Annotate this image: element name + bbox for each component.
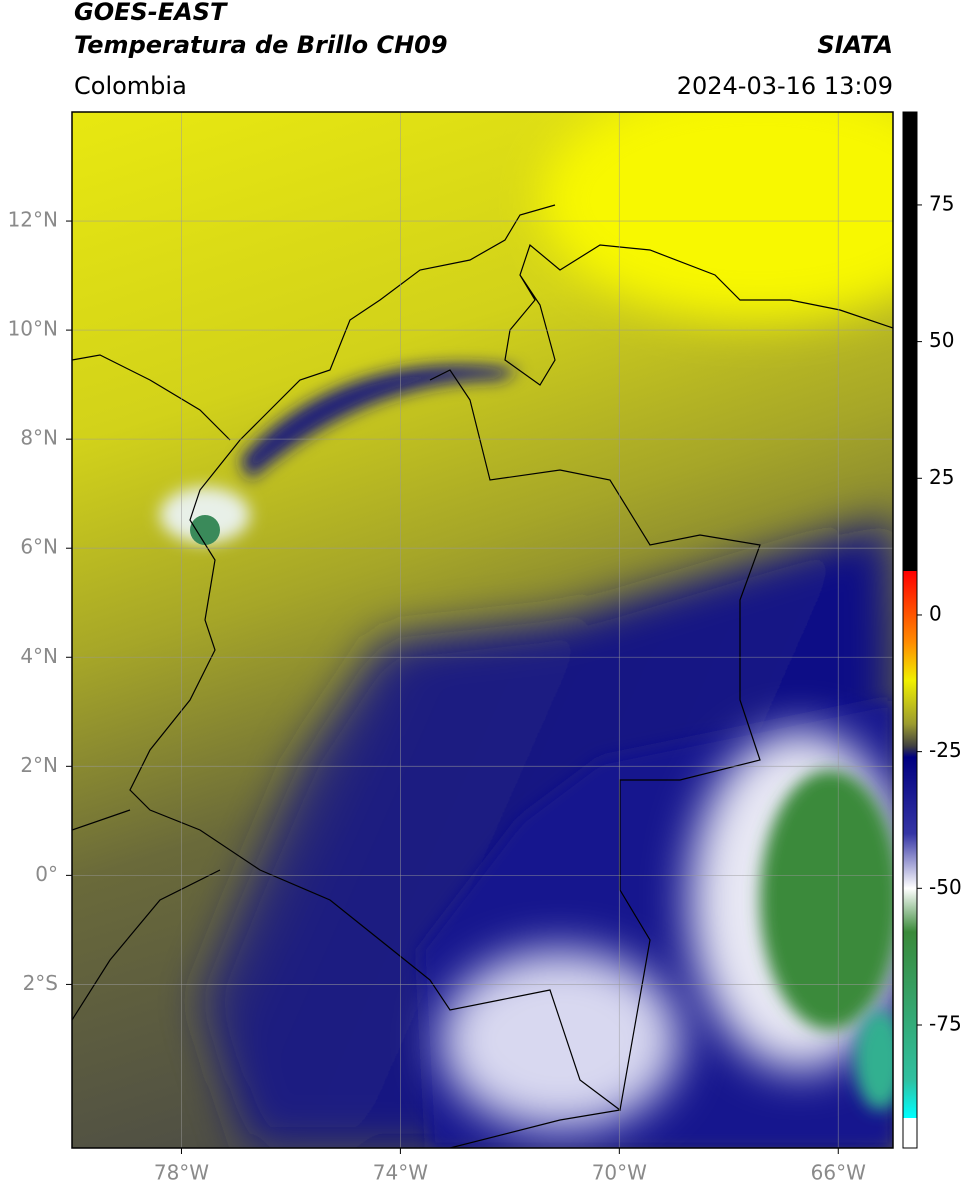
map-frame (71, 111, 894, 1149)
y-tick-label: 8°N (20, 426, 58, 450)
source: SIATA (817, 31, 893, 59)
colorbar (902, 111, 918, 1149)
title: GOES-EAST (74, 0, 228, 26)
y-tick-label: 4°N (20, 644, 58, 668)
colorbar-tick-label: 25 (929, 465, 954, 489)
colorbar-tick-label: -25 (929, 738, 962, 762)
datetime: 2024-03-16 13:09 (677, 72, 893, 100)
y-tick-label: 6°N (20, 535, 58, 559)
colorbar-tick-label: 75 (929, 191, 954, 215)
colorbar-axis: -75 -50 -25 0 25 50 75 (917, 191, 962, 1035)
y-tick-label: 12°N (8, 208, 58, 232)
colorbar-tick-label: -75 (929, 1011, 962, 1035)
subtitle: Temperatura de Brillo CH09 (74, 31, 448, 59)
satellite-image (72, 112, 893, 1148)
x-tick-label: 70°W (592, 1161, 647, 1185)
y-tick-label: 2°N (20, 753, 58, 777)
grid (72, 112, 893, 1148)
y-tick-label: 10°N (8, 317, 58, 341)
x-tick-label: 66°W (811, 1161, 866, 1185)
axes: 78°W 74°W 70°W 66°W 2°S 0° 2°N 4°N 6°N 8°N 10°N 12°… (8, 208, 867, 1185)
x-tick-label: 74°W (373, 1161, 428, 1185)
x-tick-label: 78°W (154, 1161, 209, 1185)
region: Colombia (74, 72, 187, 100)
y-tick-label: 0° (35, 862, 58, 886)
colorbar-tick-label: -50 (929, 875, 962, 899)
colorbar-tick-label: 0 (929, 601, 942, 625)
y-tick-label: 2°S (23, 971, 58, 995)
colorbar-tick-label: 50 (929, 328, 954, 352)
header: GOES-EAST Temperatura de Brillo CH09 SIA… (74, 0, 893, 100)
